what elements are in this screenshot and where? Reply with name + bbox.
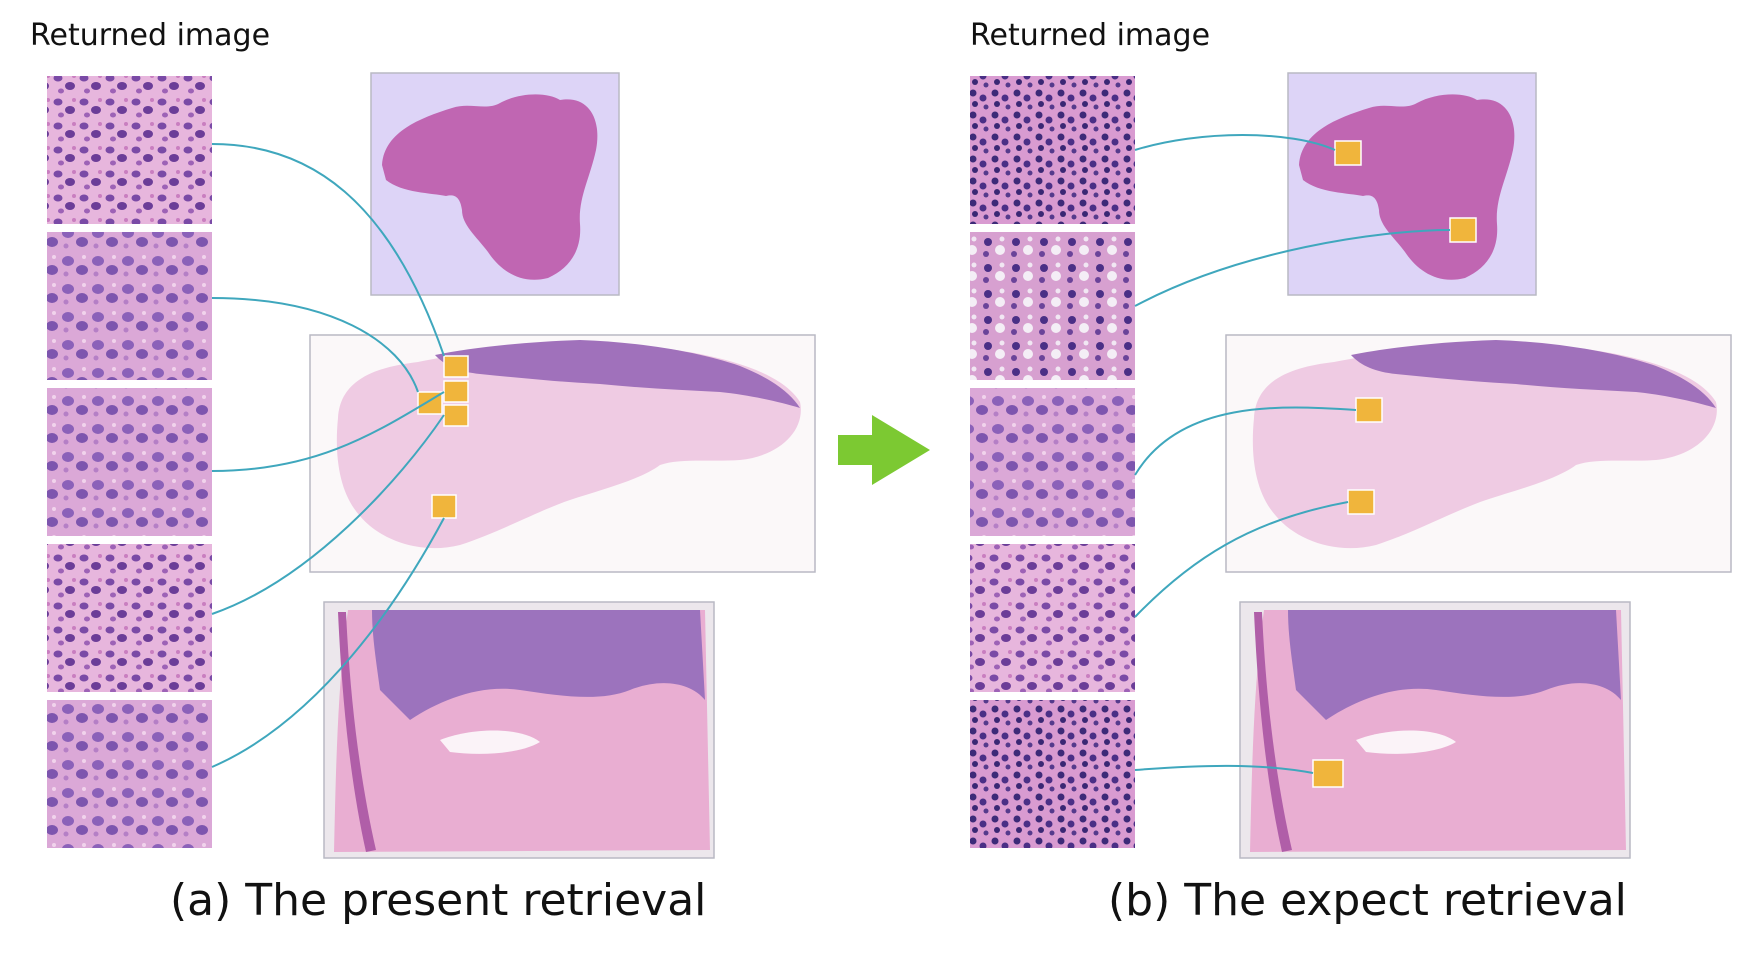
highlight-box: [1347, 489, 1375, 515]
panel-b-slide-middle: [1225, 334, 1732, 573]
patch: [970, 76, 1135, 224]
connector: [211, 391, 445, 472]
highlight-box: [431, 494, 457, 519]
patch: [47, 544, 212, 692]
connector: [1134, 764, 1314, 774]
patch: [47, 232, 212, 380]
patch: [47, 388, 212, 536]
patch: [970, 544, 1135, 692]
connector: [1134, 229, 1451, 307]
patch: [970, 232, 1135, 380]
patch: [970, 700, 1135, 848]
panel-b-caption: (b) The expect retrieval: [1108, 875, 1627, 926]
highlight-box: [443, 404, 469, 427]
panel-b-patches: [970, 76, 1135, 848]
highlight-box: [443, 355, 469, 378]
panel-b-slide-top: [1287, 72, 1537, 296]
panel-b-header: Returned image: [970, 18, 1210, 53]
connector: [1134, 134, 1336, 151]
highlight-box: [1449, 217, 1477, 243]
panel-a-header: Returned image: [30, 18, 270, 53]
connector: [211, 143, 445, 357]
panel-a-caption: (a) The present retrieval: [170, 875, 706, 926]
connector: [1134, 406, 1357, 476]
connector: [211, 297, 419, 393]
highlight-box: [443, 380, 469, 403]
panel-a-patches: [47, 76, 212, 848]
patch: [970, 388, 1135, 536]
panel-a-slide-bottom: [323, 601, 715, 859]
panel-a-connectors: [211, 143, 445, 768]
panel-b-connectors: [1134, 134, 1451, 774]
highlight-box: [1334, 140, 1362, 166]
connector: [1134, 501, 1349, 618]
connector: [211, 517, 445, 768]
highlight-box: [1312, 759, 1344, 788]
panel-b-highlights: [1312, 140, 1477, 788]
panel-a-slide-top: [370, 72, 620, 296]
connector: [211, 414, 445, 615]
patch: [47, 76, 212, 224]
right-arrow-icon: [838, 415, 930, 485]
panel-a-highlights: [417, 355, 469, 519]
patch: [47, 700, 212, 848]
panel-b-slide-bottom: [1239, 601, 1631, 859]
highlight-box: [1355, 397, 1383, 423]
panel-a-slide-middle: [309, 334, 816, 573]
